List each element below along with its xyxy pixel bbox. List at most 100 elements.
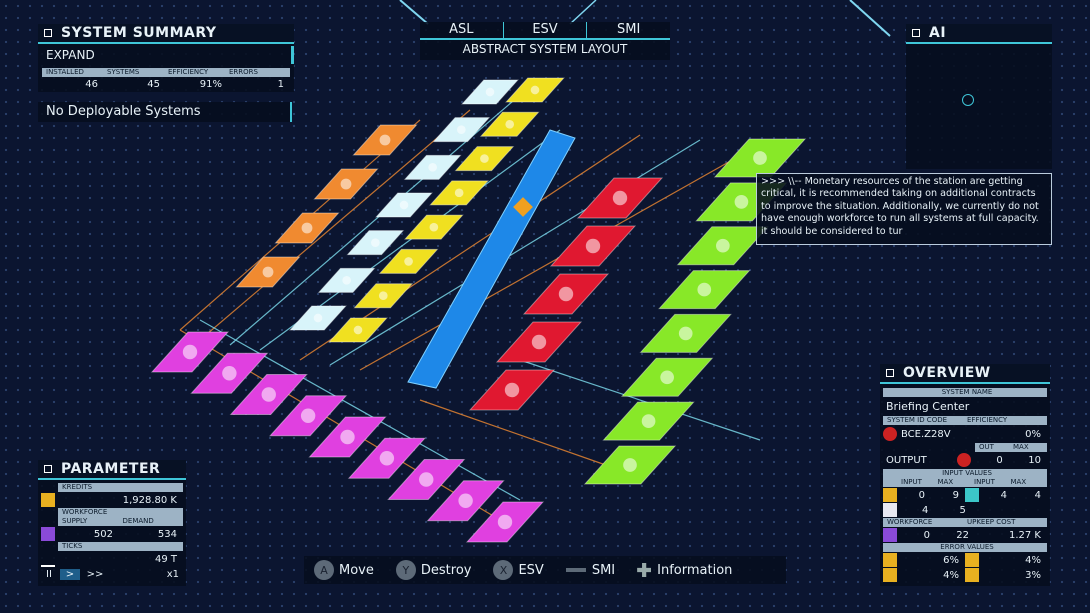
stat-value: 1 [277, 78, 284, 90]
label-row: WORKFORCE UPKEEP COST [883, 518, 1047, 527]
button-icon [637, 563, 652, 577]
stat-header: SYSTEMS [107, 68, 140, 76]
layout-subtitle: ABSTRACT SYSTEM LAYOUT [462, 42, 628, 56]
title-text: PARAMETER [61, 461, 161, 477]
tile-icon [454, 188, 464, 198]
label: SUPPLY [62, 517, 88, 525]
tile-icon [262, 266, 274, 278]
button-icon: Y [395, 560, 416, 580]
tile-icon [379, 134, 391, 146]
value: 4 [1000, 489, 1007, 501]
panel-title: OVERVIEW [880, 364, 1050, 384]
value: 4 [922, 504, 929, 516]
connector [199, 109, 471, 341]
control-bar: A Move Y Destroy X ESV SMI Information [304, 556, 786, 584]
value: 22 [956, 529, 969, 541]
tab[interactable]: ESV [502, 22, 588, 40]
tile-icon [399, 200, 409, 210]
label: OUT [979, 443, 994, 451]
speed-value: x1 [166, 569, 179, 580]
button-icon [565, 568, 586, 572]
value: 10 [1028, 454, 1041, 466]
action-label[interactable]: SMI [591, 562, 616, 578]
parameter-panel: PARAMETER KREDITS 1,928.80 K WORKFORCE S… [38, 460, 186, 586]
action-label[interactable]: Destroy [420, 562, 472, 578]
tile-icon [300, 408, 316, 423]
tile-icon [623, 458, 637, 472]
label: MAX [1013, 443, 1029, 451]
stat-value: 46 [85, 78, 98, 90]
fast-button[interactable]: >> [86, 569, 104, 580]
value: 1,928.80 K [122, 494, 177, 506]
value: 0 [996, 454, 1003, 466]
tile-icon [497, 514, 513, 530]
tile-icon [428, 163, 437, 172]
icon [965, 553, 979, 567]
decor-line [569, 0, 597, 25]
button-icon: X [493, 560, 514, 580]
action-label[interactable]: Information [657, 562, 733, 578]
tile-icon [530, 85, 540, 95]
icon [883, 528, 897, 542]
id-row: BCE.Z28V 0% [883, 427, 1047, 441]
workforce-row: 502 534 [41, 527, 183, 541]
button-icon: A [314, 560, 334, 580]
stat-header: ERRORS [229, 68, 258, 76]
tile-icon [353, 325, 363, 335]
label: OUTPUT [886, 454, 927, 466]
value: 0 [923, 529, 930, 541]
stat-values: 46 45 91% 1 [42, 77, 290, 91]
ticks-row: 49 T [41, 552, 183, 567]
tile-icon [182, 344, 198, 360]
label: TICKS [58, 542, 183, 551]
label: MAX [1010, 478, 1027, 486]
deploy-status: No Deployable Systems [38, 102, 292, 122]
system-name: Briefing Center [886, 400, 970, 413]
tile-icon [222, 366, 237, 381]
tile-icon [419, 472, 434, 487]
value: 9 [952, 489, 959, 501]
tile-icon [340, 178, 352, 190]
tile-icon [379, 451, 395, 466]
label: UPKEEP COST [967, 518, 1016, 526]
label-row: INPUT MAX INPUT MAX [883, 478, 1047, 487]
connector [359, 149, 751, 371]
ai-panel: AI [906, 24, 1052, 169]
id-code: BCE.Z28V [901, 428, 951, 440]
pause-button[interactable]: II [46, 569, 52, 580]
label: INPUT [974, 478, 995, 486]
tab[interactable]: SMI [587, 22, 671, 40]
tile-icon [340, 429, 355, 445]
ai-message: >>> \\-- Monetary resources of the stati… [756, 173, 1052, 245]
output-row: OUTPUT 0 10 [883, 453, 1047, 467]
error-row: 6% 4% [883, 553, 1047, 567]
decor-line [849, 0, 891, 37]
action-label[interactable]: ESV [518, 562, 544, 578]
icon [41, 493, 55, 507]
label: WORKFORCE [58, 508, 183, 517]
tile-icon [504, 382, 520, 398]
tab[interactable]: ASL [420, 22, 503, 40]
error-row: 4% 3% [883, 568, 1047, 582]
input-row: 0 9 4 4 [883, 488, 1047, 502]
play-button[interactable]: > [60, 569, 80, 580]
connector [519, 359, 761, 441]
icon [883, 553, 897, 567]
value: 4% [1025, 554, 1041, 566]
mode[interactable]: EXPAND [38, 46, 294, 64]
connector [329, 139, 701, 366]
value: 5 [959, 504, 966, 516]
speed-controls: II > >> x1 [41, 569, 183, 580]
conveyor-system[interactable] [407, 129, 576, 389]
label: EFFICIENCY [967, 416, 1008, 424]
label: MAX [937, 478, 954, 486]
action-label[interactable]: Move [339, 562, 374, 578]
tile-icon [457, 125, 466, 134]
workforce-row: 0 22 1.27 K [883, 528, 1047, 542]
tile-icon [660, 370, 674, 385]
layout-tabs: ASL ESV SMI ABSTRACT SYSTEM LAYOUT [420, 22, 671, 60]
value: 49 T [154, 553, 177, 565]
stat-header: INSTALLED [46, 68, 84, 76]
tile-icon [612, 190, 628, 206]
